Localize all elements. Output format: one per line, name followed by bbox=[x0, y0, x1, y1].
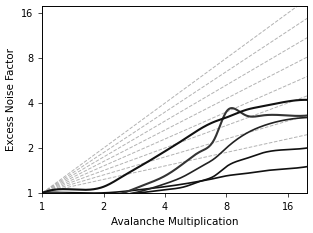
Y-axis label: Excess Noise Factor: Excess Noise Factor bbox=[6, 48, 16, 151]
X-axis label: Avalanche Multiplication: Avalanche Multiplication bbox=[111, 217, 239, 227]
